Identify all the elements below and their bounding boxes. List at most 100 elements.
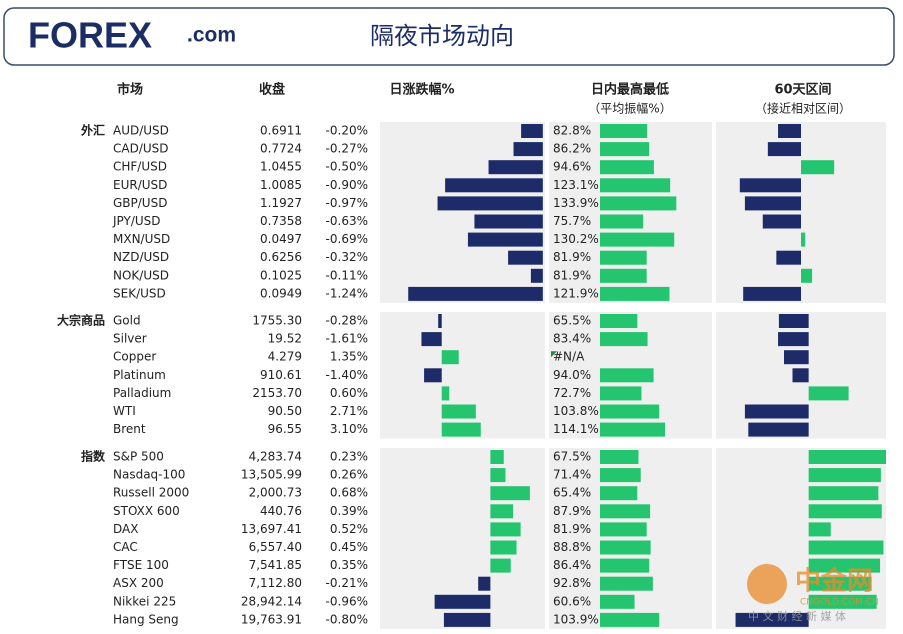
- close-value: 1.0085: [260, 178, 302, 192]
- change-bar: [434, 594, 491, 609]
- change-value: 0.35%: [330, 558, 368, 572]
- col-subheader: （平均振幅%）: [588, 101, 671, 116]
- intraday-label: 121.9%: [553, 286, 599, 300]
- intraday-bar: [600, 450, 639, 464]
- group-label: 外汇: [81, 123, 105, 138]
- range60-bar: [778, 332, 809, 347]
- close-value: 0.1025: [260, 268, 302, 282]
- intraday-bar: [600, 504, 651, 519]
- market-name: NOK/USD: [113, 268, 169, 282]
- change-value: 0.68%: [330, 486, 368, 500]
- market-name: WTI: [113, 404, 136, 418]
- change-value: -0.21%: [326, 576, 368, 590]
- intraday-label: 86.4%: [553, 558, 591, 572]
- change-value: 0.39%: [330, 504, 368, 518]
- close-value: 2153.70: [252, 386, 302, 400]
- intraday-label: 88.8%: [553, 540, 591, 554]
- intraday-bar: [600, 404, 660, 419]
- change-value: -0.20%: [326, 124, 368, 138]
- range60-bar: [792, 368, 809, 383]
- intraday-label: 114.1%: [553, 422, 599, 436]
- intraday-bar: [600, 332, 648, 347]
- range60-bar: [762, 214, 801, 229]
- change-bar: [530, 268, 543, 283]
- intraday-bar: [600, 232, 675, 247]
- intraday-bar: [600, 540, 651, 555]
- intraday-label: 87.9%: [553, 504, 591, 518]
- change-bar: [508, 250, 543, 265]
- close-value: 6,557.40: [249, 540, 302, 554]
- range60-bar: [743, 286, 801, 301]
- change-value: -1.40%: [326, 368, 368, 382]
- header-box: [3, 7, 895, 66]
- intraday-bar: [600, 422, 666, 437]
- market-name: AUD/USD: [113, 124, 169, 138]
- intraday-label: 67.5%: [553, 450, 591, 464]
- change-value: 0.23%: [330, 450, 368, 464]
- change-value: 2.71%: [330, 404, 368, 418]
- panel: [380, 312, 545, 439]
- change-value: -0.96%: [326, 594, 368, 608]
- close-value: 4,283.74: [249, 450, 302, 464]
- intraday-label: 103.9%: [553, 612, 599, 626]
- intraday-label: 82.8%: [553, 124, 591, 138]
- range60-bar: [808, 540, 884, 555]
- change-bar: [445, 178, 543, 193]
- group-label: 大宗商品: [57, 313, 105, 328]
- intraday-label: 81.9%: [553, 522, 591, 536]
- intraday-label: 81.9%: [553, 250, 591, 264]
- change-bar: [424, 368, 442, 383]
- range60-bar: [784, 350, 809, 365]
- change-bar: [478, 576, 491, 591]
- intraday-bar: [600, 160, 654, 175]
- close-value: 13,697.41: [241, 522, 302, 536]
- change-bar: [441, 422, 481, 437]
- col-subheader: （接近相对区间）: [755, 101, 851, 116]
- col-header: 收盘: [259, 82, 285, 98]
- header-title: 隔夜市场动向: [370, 22, 514, 50]
- close-value: 4.279: [268, 350, 302, 364]
- range60-bar: [801, 232, 806, 247]
- watermark-site: CNGOLD.COM.CN: [800, 598, 879, 608]
- change-bar: [513, 142, 543, 157]
- close-value: 0.6911: [260, 124, 302, 138]
- intraday-bar: [600, 468, 641, 483]
- watermark-logo: [747, 564, 787, 604]
- market-name: NZD/USD: [113, 250, 169, 264]
- range60-bar: [808, 576, 872, 591]
- intraday-bar: [600, 142, 650, 157]
- change-value: -0.97%: [326, 196, 368, 210]
- close-value: 96.55: [268, 422, 302, 436]
- change-bar: [490, 522, 521, 537]
- intraday-label: 83.4%: [553, 332, 591, 346]
- intraday-label: 92.8%: [553, 576, 591, 590]
- change-value: -0.90%: [326, 178, 368, 192]
- change-value: 0.52%: [330, 522, 368, 536]
- range60-bar: [808, 558, 881, 573]
- market-name: Nasdaq-100: [113, 468, 185, 482]
- change-value: -0.80%: [326, 612, 368, 626]
- market-name: CHF/USD: [113, 160, 167, 174]
- intraday-label: 94.6%: [553, 160, 591, 174]
- intraday-bar: [600, 314, 638, 328]
- market-name: GBP/USD: [113, 196, 167, 210]
- intraday-label: 123.1%: [553, 178, 599, 192]
- market-name: JPY/USD: [112, 214, 161, 228]
- market-name: CAD/USD: [113, 142, 169, 156]
- watermark-tagline: 中 文 财 经 新 媒 体: [748, 609, 846, 623]
- market-name: FTSE 100: [113, 558, 169, 572]
- range60-bar: [739, 178, 801, 193]
- intraday-label: #N/A: [553, 350, 585, 364]
- close-value: 0.0497: [260, 232, 302, 246]
- market-name: Gold: [113, 314, 141, 328]
- range60-bar: [808, 386, 849, 401]
- market-name: SEK/USD: [113, 286, 166, 300]
- market-name: DAX: [113, 522, 138, 536]
- change-bar: [441, 386, 450, 401]
- intraday-bar: [600, 268, 647, 283]
- change-bar: [441, 350, 459, 365]
- range60-bar: [808, 486, 879, 501]
- market-name: Nikkei 225: [113, 594, 176, 608]
- market-name: EUR/USD: [113, 178, 167, 192]
- intraday-label: 72.7%: [553, 386, 591, 400]
